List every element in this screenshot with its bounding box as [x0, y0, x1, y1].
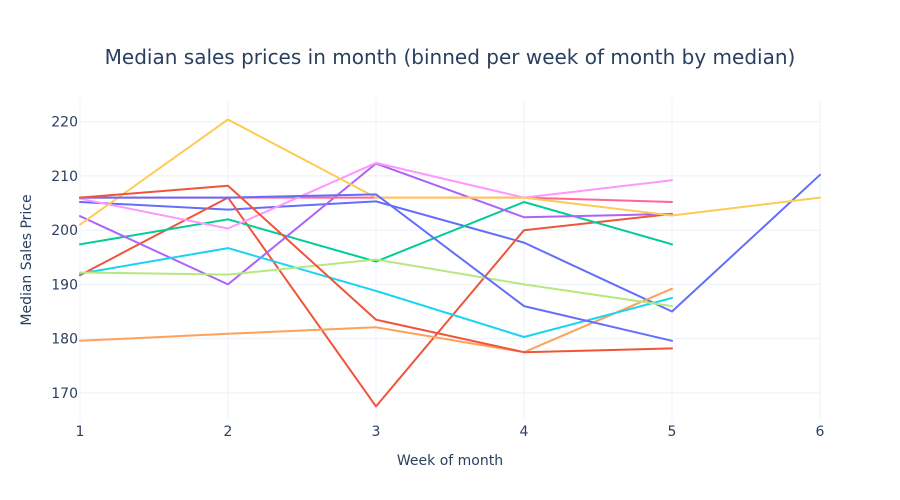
- series-line-12: [79, 184, 673, 354]
- y-tick-label: 190: [51, 277, 78, 293]
- y-tick-label: 170: [51, 386, 78, 402]
- series-line-5: [79, 287, 673, 354]
- chart-title: Median sales prices in month (binned per…: [105, 45, 796, 69]
- gridlines: [79, 100, 821, 420]
- series-line-6: [79, 247, 673, 338]
- series-line-8: [79, 258, 673, 308]
- series-line-11: [79, 193, 673, 342]
- y-tick-label: 210: [51, 169, 78, 185]
- x-tick-label: 5: [668, 424, 677, 440]
- x-axis-title: Week of month: [397, 453, 503, 469]
- x-axis-ticks: 1 2 3 4 5 6: [76, 424, 825, 440]
- y-tick-label: 220: [51, 115, 78, 131]
- x-tick-label: 3: [372, 424, 381, 440]
- x-tick-label: 6: [816, 424, 825, 440]
- series-line-9: [79, 161, 673, 230]
- x-tick-label: 2: [224, 424, 233, 440]
- y-axis-ticks: 170 180 190 200 210 220: [51, 115, 78, 402]
- x-tick-label: 4: [520, 424, 529, 440]
- series-line-10: [79, 118, 821, 226]
- series-line-1: [79, 173, 821, 313]
- y-tick-label: 180: [51, 332, 78, 348]
- series-lines: [79, 118, 821, 408]
- series-line-2: [79, 196, 673, 408]
- y-tick-label: 200: [51, 223, 78, 239]
- y-axis-title: Median Sales Price: [19, 194, 35, 325]
- x-tick-label: 1: [76, 424, 85, 440]
